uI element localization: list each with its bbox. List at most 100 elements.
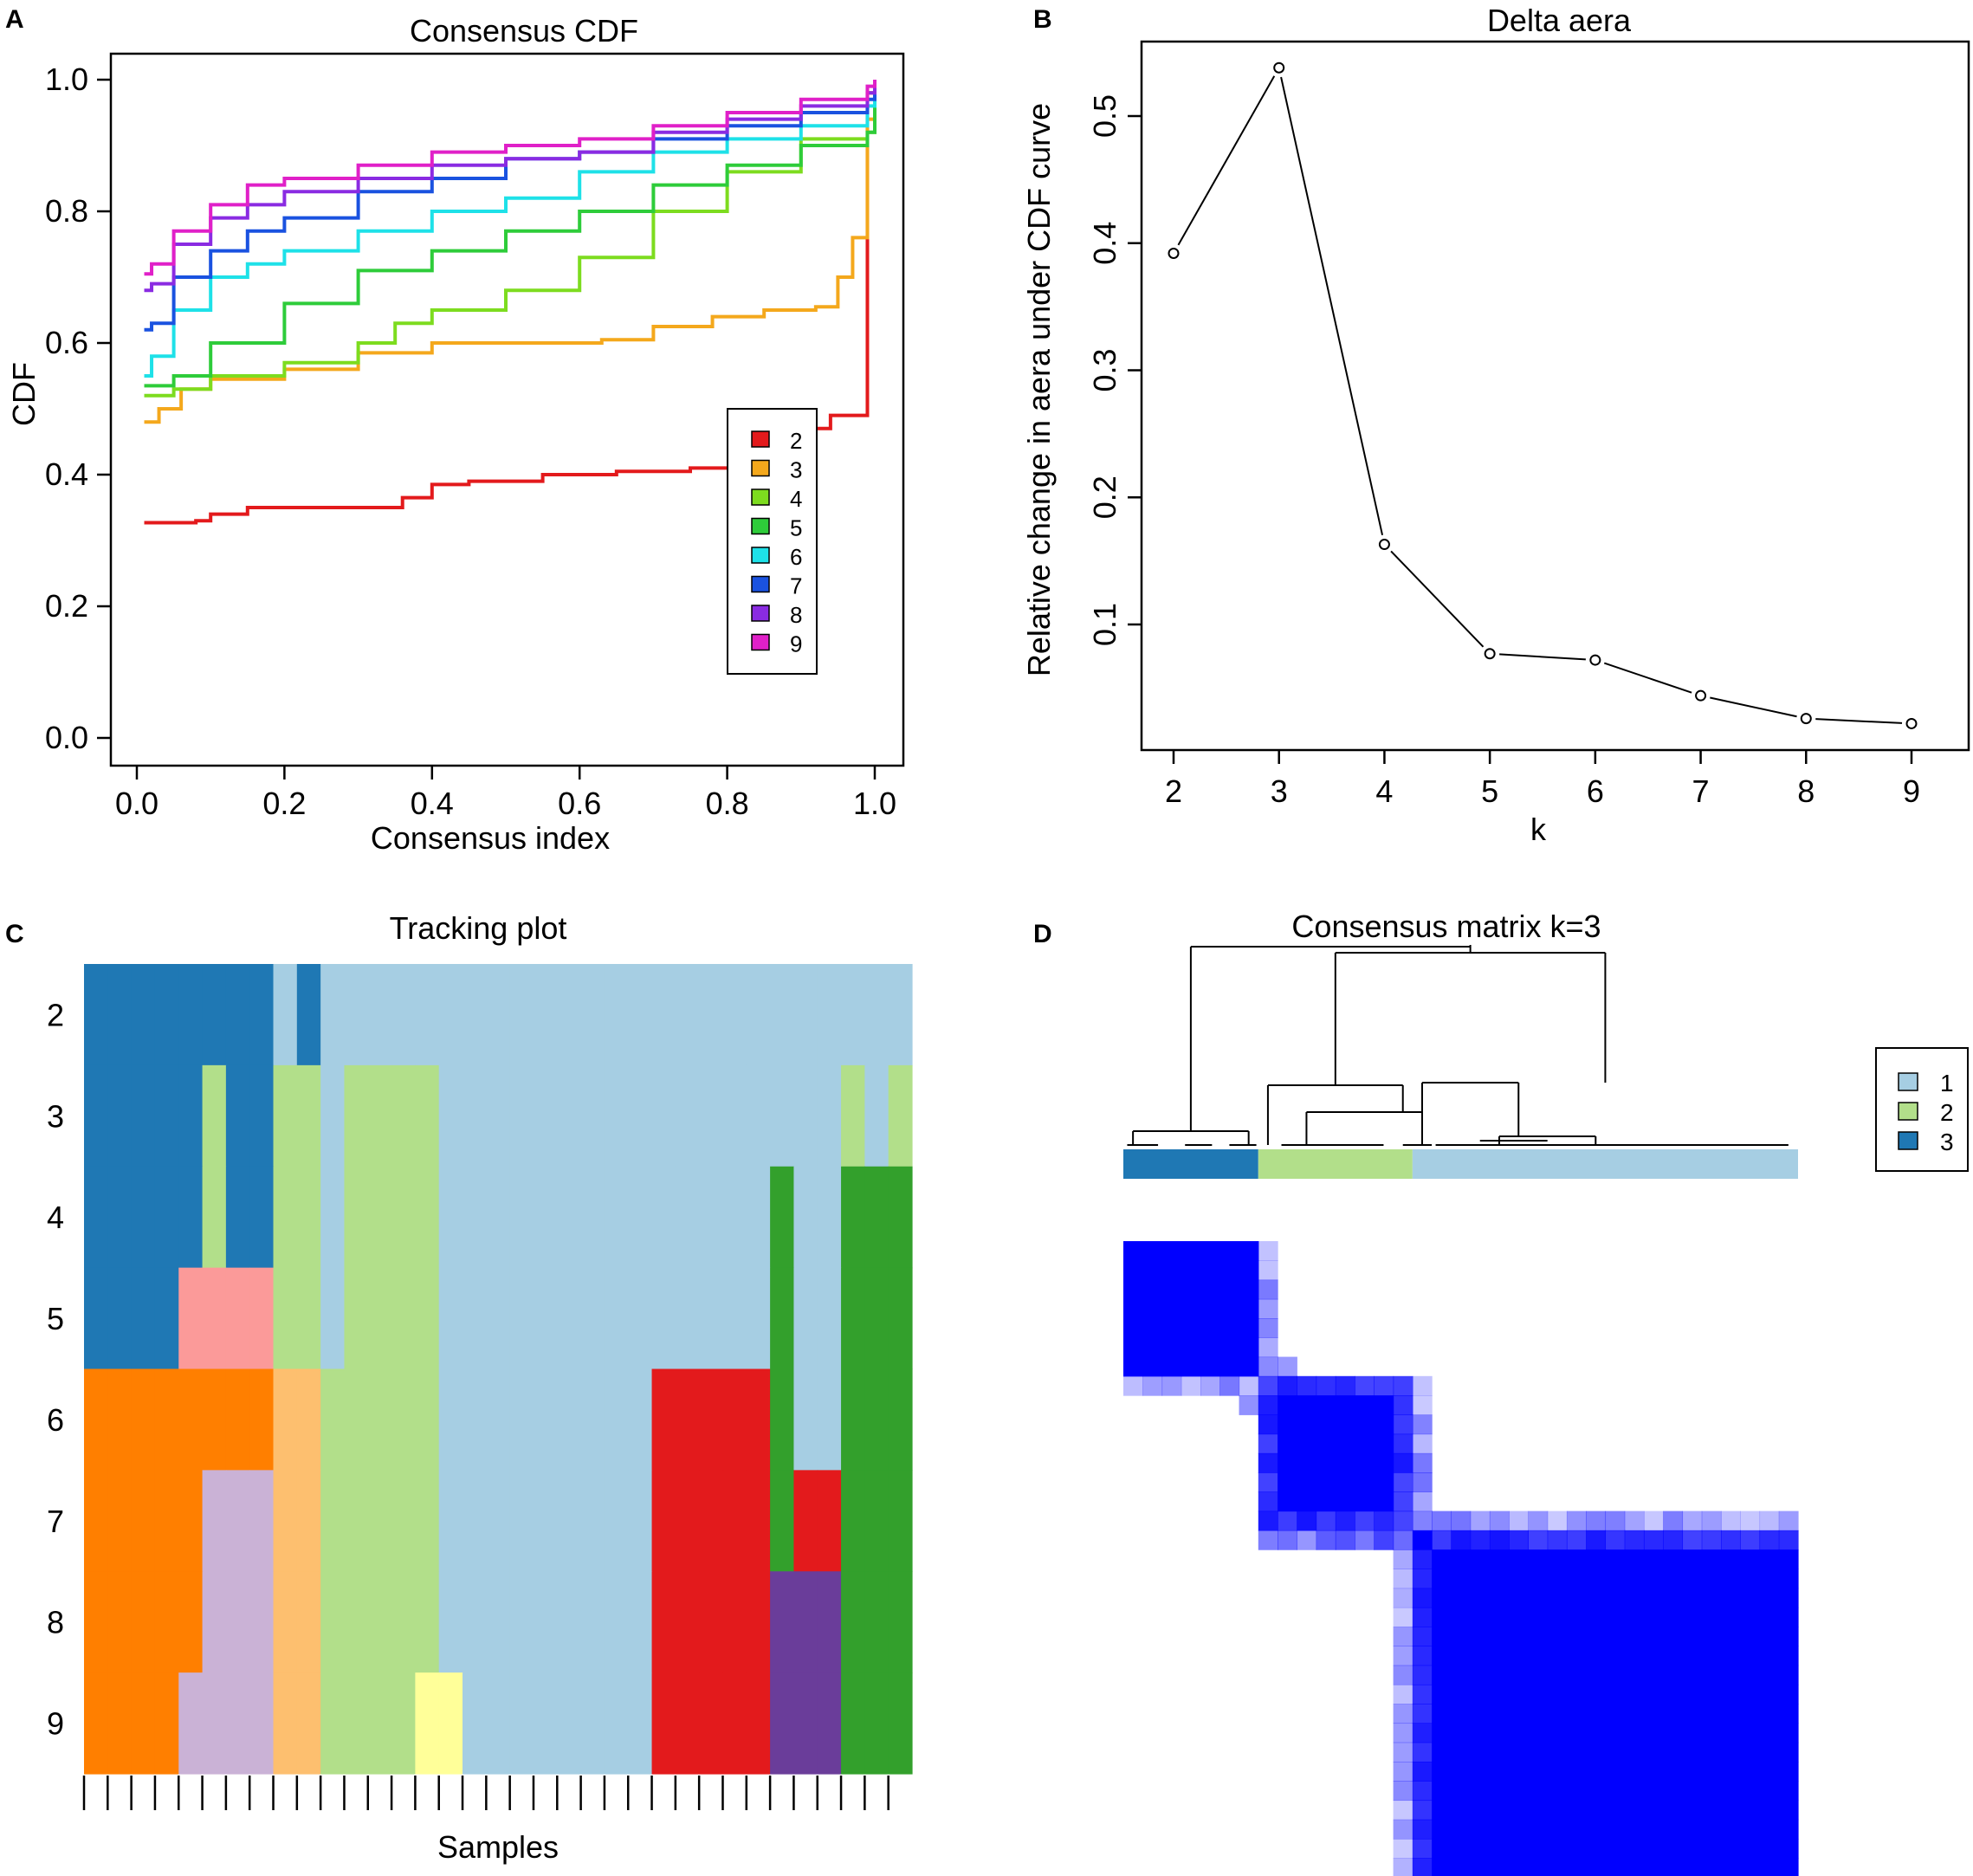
- panel-d-matrix-cell: [1181, 1375, 1201, 1396]
- panel-d-matrix-cell: [1509, 1646, 1529, 1666]
- panel-d-matrix-cell: [1335, 1414, 1355, 1435]
- panel-c-track-cell: [296, 1672, 321, 1775]
- panel-d-matrix-cell: [1258, 1260, 1278, 1281]
- panel-d-matrix-cell: [1547, 1704, 1568, 1724]
- panel-c-track-cell: [628, 1672, 653, 1775]
- panel-a-letter: A: [5, 5, 24, 34]
- panel-d-matrix-cell: [1643, 1704, 1664, 1724]
- panel-d-matrix-cell: [1161, 1375, 1182, 1396]
- panel-c-track-cell: [438, 964, 463, 1066]
- panel-d-matrix-cell: [1547, 1838, 1568, 1859]
- panel-d-matrix-cell: [1624, 1588, 1645, 1608]
- panel-d-matrix-cell: [1663, 1761, 1684, 1782]
- panel-d-matrix-cell: [1316, 1395, 1336, 1415]
- panel-c-track-cell: [320, 964, 346, 1066]
- panel-c-track-cell: [817, 1571, 842, 1673]
- panel-d-matrix-cell: [1393, 1452, 1413, 1473]
- panel-c-track-cell: [888, 964, 913, 1066]
- panel-c-track-cell: [628, 964, 653, 1066]
- panel-a-x-label: Consensus index: [371, 820, 610, 856]
- panel-d-matrix-cell: [1470, 1569, 1491, 1589]
- panel-c-track-cell: [463, 1166, 487, 1269]
- panel-d-matrix-cell: [1412, 1375, 1433, 1396]
- panel-d-matrix-cell: [1624, 1819, 1645, 1840]
- panel-c-track-cell: [391, 1672, 416, 1775]
- panel-d-matrix-cell: [1643, 1781, 1664, 1802]
- panel-c-track-cell: [864, 964, 889, 1066]
- panel-c-track-cell: [131, 1571, 156, 1673]
- panel-c-letter: C: [5, 920, 24, 948]
- panel-d-matrix-cell: [1278, 1452, 1297, 1473]
- panel-d-matrix-cell: [1374, 1375, 1394, 1396]
- panel-a-x-tick-label: 0.6: [558, 786, 601, 821]
- panel-d-matrix-cell: [1432, 1838, 1452, 1859]
- panel-d-matrix-cell: [1720, 1858, 1741, 1876]
- panel-d-consensus-matrix: [1123, 1241, 1799, 1876]
- panel-d-matrix-cell: [1701, 1627, 1722, 1646]
- panel-c-track-cell: [888, 1064, 913, 1168]
- panel-a-y-tick-label: 0.2: [45, 588, 88, 624]
- panel-d-matrix-cell: [1701, 1838, 1722, 1859]
- panel-d-matrix-cell: [1161, 1298, 1182, 1319]
- panel-d-matrix-cell: [1335, 1511, 1355, 1531]
- panel-c-track-cell: [225, 1064, 250, 1168]
- panel-d-matrix-cell: [1643, 1858, 1664, 1876]
- panel-d-matrix-cell: [1566, 1684, 1587, 1705]
- panel-c-track-cell: [296, 1368, 321, 1471]
- panel-c-track-cell: [273, 1267, 298, 1370]
- panel-d-matrix-cell: [1200, 1375, 1220, 1396]
- panel-d-matrix-cell: [1412, 1858, 1433, 1876]
- panel-d-matrix-cell: [1663, 1819, 1684, 1840]
- panel-c-track-cell: [84, 1571, 108, 1673]
- panel-d-matrix-cell: [1740, 1858, 1761, 1876]
- panel-d-dendrogram: [1127, 945, 1789, 1146]
- panel-c-track-cell: [438, 1064, 463, 1168]
- panel-c-track-cell: [557, 1267, 582, 1370]
- panel-d-matrix-cell: [1605, 1549, 1626, 1569]
- panel-d-matrix-cell: [1624, 1627, 1645, 1646]
- panel-d-matrix-cell: [1412, 1607, 1433, 1627]
- panel-d-matrix-cell: [1393, 1414, 1413, 1435]
- panel-d-matrix-cell: [1451, 1742, 1472, 1763]
- panel-c-track-cell: [722, 964, 747, 1066]
- panel-c-track-cell: [107, 1368, 133, 1471]
- panel-c-track-cell: [202, 1672, 227, 1775]
- panel-c-track-cell: [722, 1166, 747, 1269]
- panel-d-matrix-cell: [1432, 1530, 1452, 1550]
- panel-c-track-cell: [817, 1166, 842, 1269]
- panel-d-matrix-cell: [1682, 1511, 1703, 1531]
- panel-c-track-cell: [154, 1064, 179, 1168]
- panel-c-track-cell: [533, 1368, 558, 1471]
- panel-c-track-cell: [580, 1571, 605, 1673]
- panel-d-matrix-cell: [1605, 1704, 1626, 1724]
- panel-d-matrix-cell: [1740, 1723, 1761, 1743]
- panel-d-matrix-cell: [1239, 1337, 1259, 1358]
- panel-d-matrix-cell: [1219, 1375, 1240, 1396]
- panel-d-matrix-cell: [1720, 1838, 1741, 1859]
- panel-d-matrix-cell: [1258, 1530, 1278, 1550]
- panel-d-matrix-cell: [1547, 1742, 1568, 1763]
- panel-d-legend: 1 2 3: [1875, 1047, 1969, 1172]
- panel-d-matrix-cell: [1740, 1838, 1761, 1859]
- panel-c-track-cell: [154, 1672, 179, 1775]
- panel-d-matrix-cell: [1663, 1838, 1684, 1859]
- panel-c-track-cell: [628, 1064, 653, 1168]
- panel-d-matrix-cell: [1432, 1627, 1452, 1646]
- panel-c-track-cell: [651, 1064, 676, 1168]
- panel-c-track-cell: [320, 1064, 346, 1168]
- panel-d-matrix-cell: [1528, 1511, 1549, 1531]
- panel-d-matrix-cell: [1200, 1241, 1220, 1261]
- panel-c-track-cell: [367, 1368, 392, 1471]
- panel-d-matrix-cell: [1142, 1375, 1163, 1396]
- panel-d-matrix-cell: [1412, 1569, 1433, 1589]
- panel-d-matrix-cell: [1412, 1627, 1433, 1646]
- panel-d-matrix-cell: [1605, 1781, 1626, 1802]
- panel-b-letter: B: [1033, 5, 1052, 34]
- panel-d-matrix-cell: [1759, 1588, 1780, 1608]
- panel-c-track-cell: [628, 1470, 653, 1572]
- panel-c-track-cell: [580, 964, 605, 1066]
- panel-c-track-cell: [391, 1064, 416, 1168]
- panel-d-matrix-cell: [1740, 1588, 1761, 1608]
- panel-c-track-cell: [793, 1672, 818, 1775]
- panel-d-matrix-cell: [1624, 1549, 1645, 1569]
